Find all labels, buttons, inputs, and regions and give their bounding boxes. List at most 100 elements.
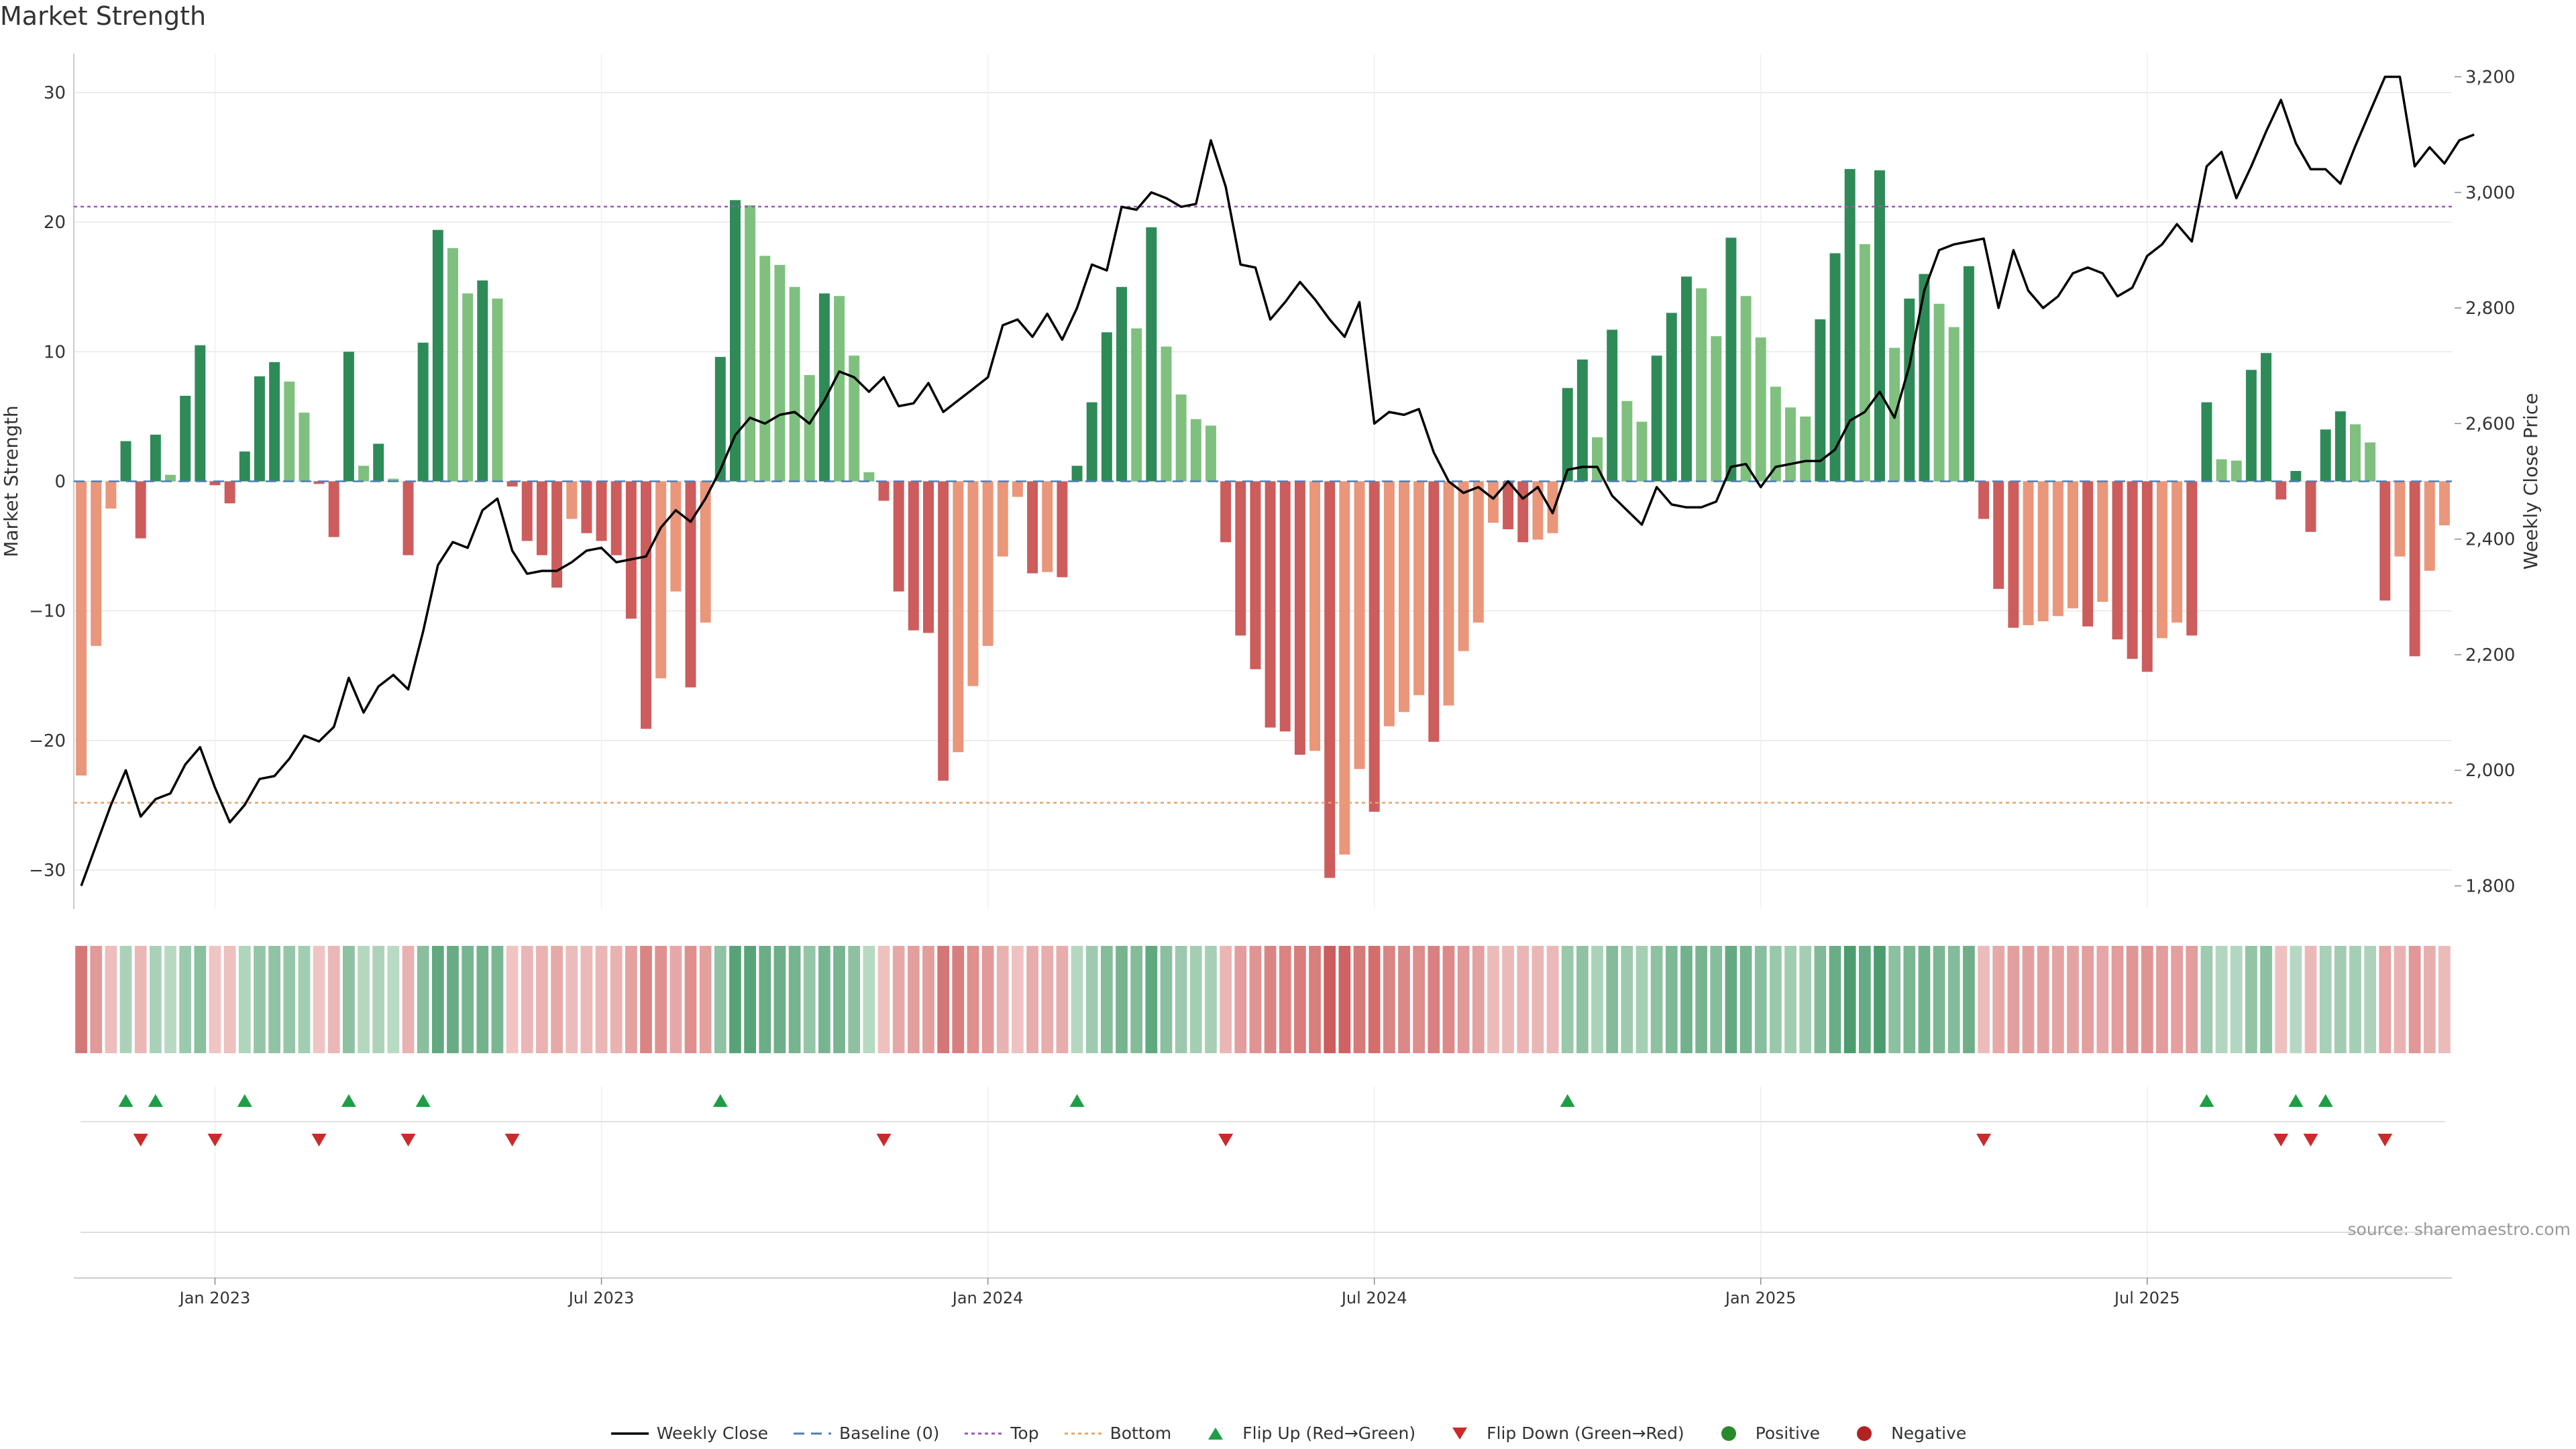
flip-up-marker [148, 1094, 163, 1107]
heat-strip-cell [1264, 946, 1277, 1053]
strength-bar [1428, 481, 1440, 742]
heat-strip-cell [2349, 946, 2361, 1053]
heat-strip-cell [1858, 946, 1871, 1053]
strength-bar [1235, 481, 1246, 636]
strength-bar [551, 481, 563, 588]
heat-strip-cell [476, 946, 489, 1053]
heat-strip-cell [298, 946, 311, 1053]
strength-bar [1383, 481, 1395, 727]
heat-strip-cell [877, 946, 890, 1053]
flip-down-marker [400, 1134, 416, 1146]
strength-bar [1607, 329, 1618, 482]
strength-bar [2261, 353, 2272, 482]
strength-bar [135, 481, 146, 539]
strength-bar [2231, 460, 2242, 482]
legend-item-flipdown: Flip Down (Green→Red) [1440, 1424, 1684, 1443]
y-left-tick-label: 0 [54, 472, 66, 492]
legend-item-top: Top [963, 1424, 1039, 1443]
heat-strip-cell [1309, 946, 1321, 1053]
strength-bar [388, 478, 399, 482]
strength-bar [2409, 481, 2420, 657]
heat-strip-cell [119, 946, 132, 1053]
heat-strip-cell [1338, 946, 1351, 1053]
flip-up-marker [1069, 1094, 1085, 1107]
y-right-tick-label: 3,000 [2465, 183, 2515, 203]
strength-bar [878, 481, 890, 501]
heat-strip-cell [922, 946, 934, 1053]
heat-strip-cell [1502, 946, 1514, 1053]
heat-strip-cell [1635, 946, 1648, 1053]
strength-bar [1725, 237, 1737, 482]
strength-bar [834, 296, 845, 482]
heat-strip-cell [1725, 946, 1737, 1053]
heat-strip-cell [788, 946, 801, 1053]
legend-item-close: Weekly Close [610, 1424, 768, 1443]
heat-strip-cell [1071, 946, 1083, 1053]
strength-bar [863, 472, 875, 482]
strength-bar [2068, 481, 2078, 608]
flip-down-marker [1218, 1134, 1234, 1146]
strength-bar [1576, 359, 1588, 482]
legend-label: Weekly Close [656, 1424, 769, 1443]
strength-bar [1815, 319, 1826, 482]
heat-strip-cell [2245, 946, 2257, 1053]
heat-strip-cell [1368, 946, 1381, 1053]
strength-bar [402, 481, 414, 555]
heat-strip-cell [2111, 946, 2124, 1053]
strength-bar [938, 481, 949, 781]
strength-bar [239, 451, 250, 482]
heat-strip-cell [1100, 946, 1113, 1053]
strength-bar [729, 200, 741, 482]
heat-strip-cell [1650, 946, 1663, 1053]
strength-bar [1042, 481, 1053, 572]
heat-strip-cell [2379, 946, 2392, 1053]
heat-strip-cell [610, 946, 623, 1053]
strength-bar [2141, 481, 2153, 672]
strength-bar [1844, 168, 1856, 482]
legend-item-negative: Negative [1844, 1424, 1966, 1443]
strength-bar [1993, 481, 2004, 589]
strength-bar [2216, 459, 2227, 482]
strength-bar [373, 443, 384, 482]
strength-bar [2394, 481, 2406, 557]
heat-strip-cell [1591, 946, 1603, 1053]
strength-bar [1487, 481, 1499, 523]
strength-bar [714, 357, 726, 482]
heat-strip-cell [1992, 946, 2005, 1053]
heat-strip-cell [1710, 946, 1723, 1053]
strength-bar [1680, 276, 1692, 482]
strength-bar [1265, 481, 1276, 728]
heat-strip-cell [1398, 946, 1410, 1053]
strength-bar [1354, 481, 1365, 769]
y-right-axis-label: Weekly Close Price [2520, 393, 2542, 570]
heat-strip-cell [1814, 946, 1827, 1053]
heat-strip-cell [1413, 946, 1426, 1053]
strength-bar [2171, 481, 2183, 623]
strength-bar [1413, 481, 1425, 696]
heat-strip-cell [1220, 946, 1232, 1053]
flip-up-marker [237, 1094, 252, 1107]
strength-bar [818, 293, 830, 482]
strength-bar [254, 376, 265, 482]
strength-bar [2201, 402, 2212, 482]
flipdown-legend-symbol [1452, 1427, 1468, 1440]
heat-strip-cell [1695, 946, 1707, 1053]
x-tick-label: Jul 2025 [2113, 1289, 2180, 1307]
strength-bar [745, 205, 756, 482]
heat-strip-cell [462, 946, 474, 1053]
strength-bar [1621, 400, 1633, 482]
strength-bar [1651, 356, 1662, 482]
y-right-tick-label: 1,800 [2465, 877, 2515, 897]
strength-bar [982, 481, 994, 646]
heat-strip-cell [892, 946, 905, 1053]
strength-bar [1532, 481, 1544, 540]
strength-bar [328, 481, 339, 537]
heat-strip-cell [744, 946, 756, 1053]
strength-bar [1963, 266, 1974, 482]
strength-bar [1309, 481, 1321, 751]
strength-bar [774, 264, 786, 482]
strength-bar [447, 248, 458, 482]
strength-bar [492, 299, 503, 482]
strength-bar [2379, 481, 2391, 601]
strength-bar [1368, 481, 1380, 812]
